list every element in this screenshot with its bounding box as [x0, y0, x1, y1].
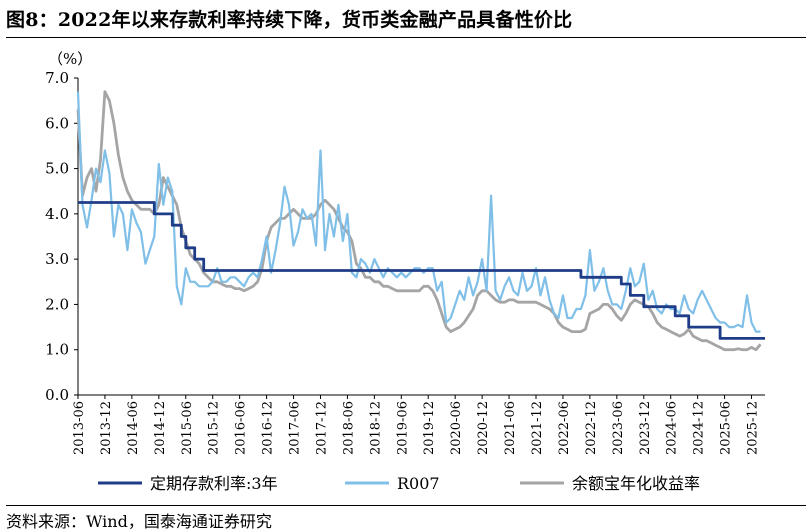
x-tick-label: 2020-06 [449, 401, 464, 455]
x-tick-label: 2025-12 [746, 401, 761, 455]
x-tick-label: 2023-12 [638, 401, 653, 455]
x-tick-label: 2022-12 [584, 401, 599, 455]
x-tick-label: 2025-06 [719, 401, 734, 455]
x-axis: 2013-06 2013-12 2014-06 2014-12 2015-06 2015-… [72, 394, 765, 455]
x-tick-label: 2015-12 [207, 401, 222, 455]
x-tick-label: 2016-06 [234, 401, 249, 455]
x-tick-label: 2020-12 [476, 401, 491, 455]
legend-label: 定期存款利率:3年 [150, 474, 278, 493]
series-line-1 [76, 91, 761, 333]
title-rule [6, 37, 806, 38]
y-tick-label: 3.0 [45, 250, 69, 268]
x-tick-label: 2017-06 [288, 401, 303, 455]
y-unit-label: （%） [48, 50, 92, 68]
chart-area: （%） 0.01.02.03.04.05.06.07.0 2013-06 2013… [45, 50, 765, 493]
x-tick-label: 2016-12 [261, 401, 276, 455]
x-tick-label: 2017-12 [314, 401, 329, 455]
x-tick-label: 2023-06 [611, 401, 626, 455]
y-tick-label: 1.0 [45, 341, 69, 359]
x-tick-label: 2018-06 [341, 401, 356, 455]
x-tick-label: 2024-06 [665, 401, 680, 455]
x-tick-label: 2022-06 [557, 401, 572, 455]
x-tick-label: 2013-12 [99, 401, 114, 455]
source-note: 资料来源：Wind，国泰海通证券研究 [6, 512, 272, 531]
y-tick-label: 7.0 [45, 69, 69, 87]
x-tick-label: 2014-06 [126, 401, 141, 455]
x-tick-label: 2015-06 [180, 401, 195, 455]
x-tick-label: 2018-12 [368, 401, 383, 455]
y-tick-label: 2.0 [45, 295, 69, 313]
x-tick-label: 2013-06 [72, 401, 87, 455]
legend: 定期存款利率:3年 R007 余额宝年化收益率 [98, 474, 700, 493]
chart-title: 图8：2022年以来存款利率持续下降，货币类金融产品具备性价比 [6, 9, 573, 31]
x-tick-label: 2021-06 [503, 401, 518, 455]
x-tick-label: 2024-12 [692, 401, 707, 455]
y-tick-label: 5.0 [45, 160, 69, 178]
series-line-0 [78, 201, 765, 340]
x-tick-label: 2019-06 [395, 401, 410, 455]
x-tick-label: 2019-12 [422, 401, 437, 455]
y-tick-label: 4.0 [45, 205, 69, 223]
y-tick-label: 6.0 [45, 114, 69, 132]
legend-label: 余额宝年化收益率 [572, 474, 700, 493]
source-rule [6, 505, 806, 506]
plot-series [76, 90, 765, 352]
x-tick-label: 2021-12 [530, 401, 545, 455]
x-tick-label: 2014-12 [153, 401, 168, 455]
y-axis: 0.0 1.0 2.0 3.0 4.0 5.0 6.0 7.0 [45, 69, 79, 404]
y-tick-label: 0.0 [45, 386, 69, 404]
legend-label: R007 [397, 474, 440, 493]
